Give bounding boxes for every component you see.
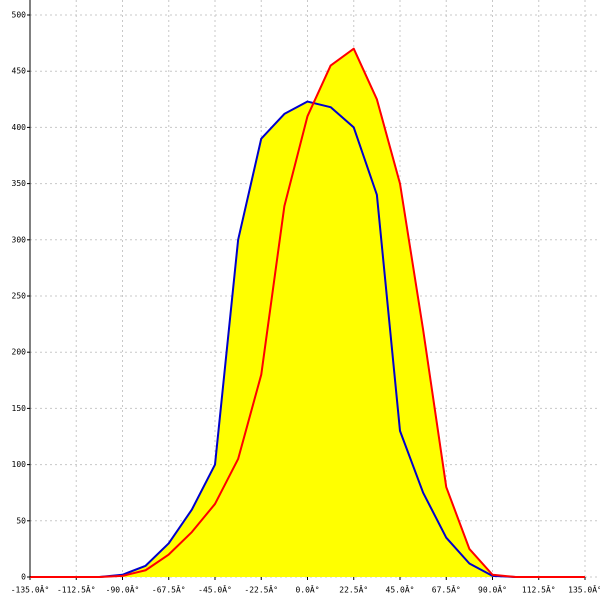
y-tick-label: 450 bbox=[12, 67, 27, 76]
x-tick-label: 90.0Â° bbox=[478, 584, 507, 595]
x-tick-label: 112.5Â° bbox=[522, 584, 556, 595]
x-tick-label: 135.0Â° bbox=[568, 584, 600, 595]
series-line bbox=[30, 47, 585, 578]
y-tick-label: 350 bbox=[12, 179, 27, 188]
y-tick-label: 300 bbox=[12, 235, 27, 244]
x-tick-label: -90.0Â° bbox=[106, 584, 140, 595]
area-fill bbox=[30, 48, 585, 578]
x-tick-label: 22.5Â° bbox=[339, 584, 368, 595]
y-tick-label: 50 bbox=[16, 516, 26, 525]
y-tick-label: 150 bbox=[12, 404, 27, 413]
y-tick-label: 200 bbox=[12, 348, 27, 357]
series-line bbox=[30, 100, 585, 578]
x-tick-label: -135.0Â° bbox=[11, 584, 50, 595]
x-tick-label: -45.0Â° bbox=[198, 584, 232, 595]
x-tick-label: 45.0Â° bbox=[386, 584, 415, 595]
y-tick-label: 0 bbox=[21, 573, 26, 582]
x-tick-label: -67.5Â° bbox=[152, 584, 186, 595]
x-tick-label: 0.0Â° bbox=[295, 584, 319, 595]
x-tick-label: -22.5Â° bbox=[244, 584, 278, 595]
y-tick-label: 250 bbox=[12, 292, 27, 301]
x-tick-label: 67.5Â° bbox=[432, 584, 461, 595]
y-tick-label: 500 bbox=[12, 11, 27, 20]
x-tick-label: -112.5Â° bbox=[57, 584, 96, 595]
y-tick-label: 400 bbox=[12, 123, 27, 132]
y-tick-label: 100 bbox=[12, 460, 27, 469]
